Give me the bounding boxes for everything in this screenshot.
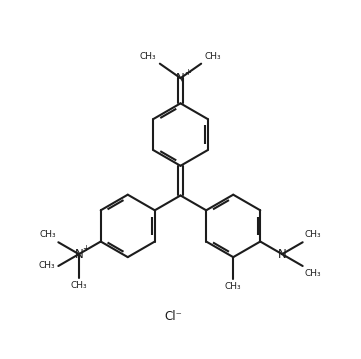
Text: CH₃: CH₃ [205, 52, 221, 61]
Text: CH₃: CH₃ [225, 281, 242, 290]
Text: CH₃: CH₃ [40, 230, 57, 239]
Text: +: + [184, 67, 191, 76]
Text: CH₃: CH₃ [305, 269, 321, 278]
Text: CH₃: CH₃ [39, 261, 56, 270]
Text: CH₃: CH₃ [71, 281, 87, 290]
Text: N: N [74, 248, 83, 261]
Text: CH₃: CH₃ [305, 230, 321, 239]
Text: +: + [82, 244, 89, 253]
Text: N: N [176, 72, 185, 85]
Text: N: N [278, 248, 287, 261]
Text: CH₃: CH₃ [140, 52, 156, 61]
Text: Cl⁻: Cl⁻ [165, 309, 182, 323]
